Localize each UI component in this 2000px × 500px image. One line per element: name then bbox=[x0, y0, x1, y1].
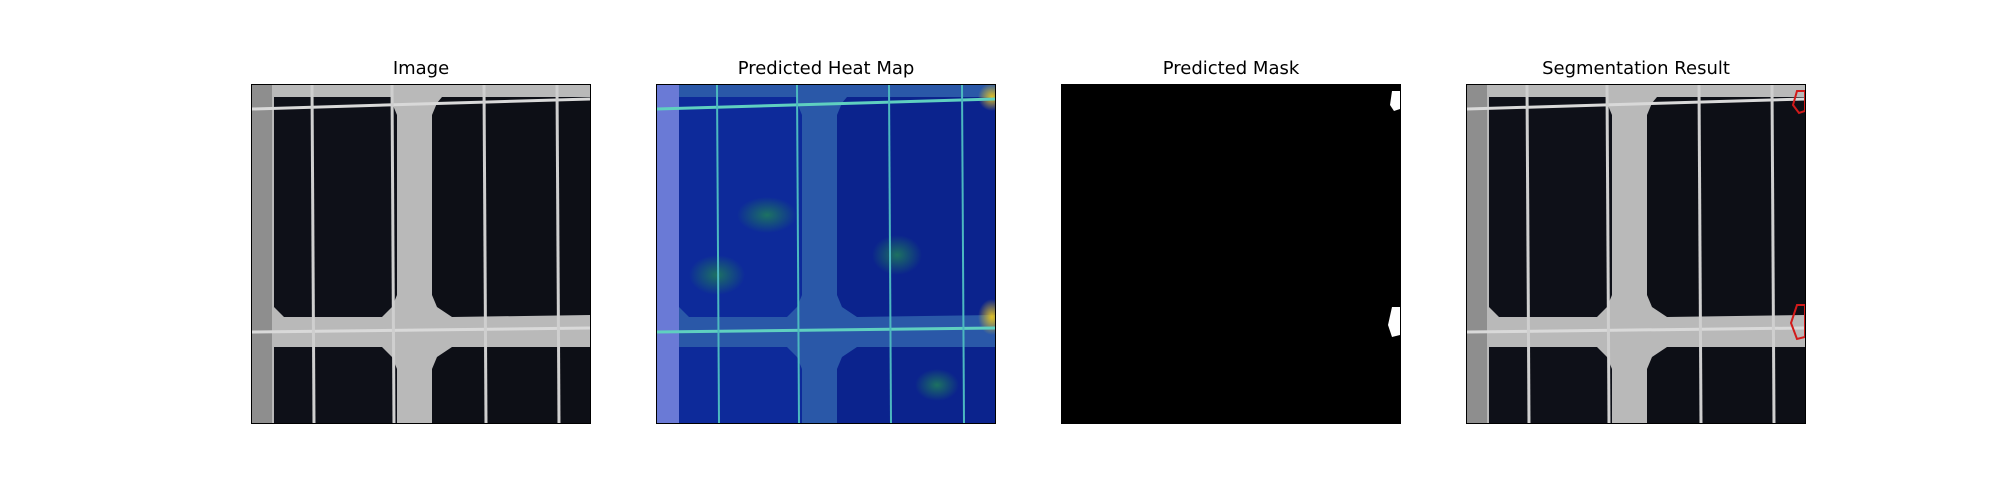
solar-cell-image bbox=[252, 85, 590, 423]
panel-image: Image bbox=[251, 0, 591, 500]
segmentation-frame bbox=[1466, 84, 1806, 424]
panel-title: Image bbox=[392, 58, 450, 79]
panel-title: Segmentation Result bbox=[1542, 58, 1730, 79]
panel-segmentation: Segmentation Result bbox=[1466, 0, 1806, 500]
mask-image bbox=[1062, 85, 1400, 423]
heat-map-frame bbox=[656, 84, 996, 424]
panel-mask: Predicted Mask bbox=[1061, 0, 1401, 500]
mask-frame bbox=[1061, 84, 1401, 424]
image-frame bbox=[251, 84, 591, 424]
heat-map-image bbox=[657, 85, 995, 423]
segmentation-image bbox=[1467, 85, 1805, 423]
defect-contour bbox=[1789, 304, 1805, 341]
defect-contour bbox=[1791, 90, 1805, 115]
panel-heat-map: Predicted Heat Map bbox=[656, 0, 996, 500]
panel-title: Predicted Heat Map bbox=[737, 58, 915, 79]
panel-title: Predicted Mask bbox=[1162, 58, 1300, 79]
